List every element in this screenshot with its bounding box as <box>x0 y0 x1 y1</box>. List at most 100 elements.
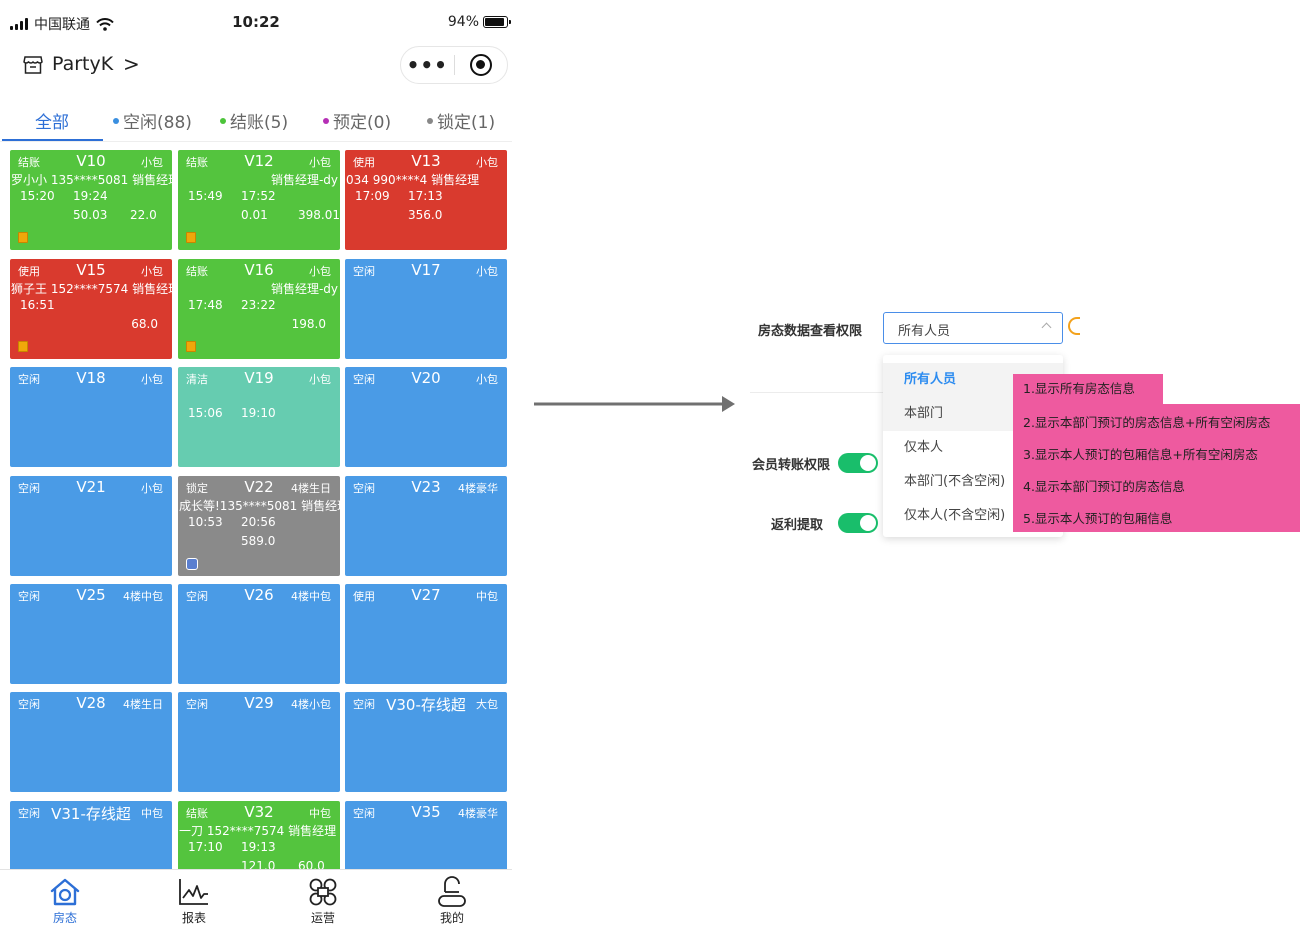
rebate-withdraw-toggle[interactable] <box>838 513 878 533</box>
room-card[interactable]: 空闲 V21 小包 <box>10 476 172 576</box>
tabbar-item-operations[interactable]: 运营 <box>288 876 358 926</box>
room-card[interactable]: 使用 V15 小包 狮子王 152****7574 销售经理 16:51 68.0 <box>10 259 172 359</box>
tab-checkout[interactable]: 结账(5) <box>220 108 288 133</box>
room-amount: 50.03 <box>73 208 108 222</box>
chart-icon <box>179 879 208 905</box>
basket-icon <box>186 558 198 570</box>
room-type: 小包 <box>476 373 498 386</box>
room-card[interactable]: 空闲 V31-存线超 中包 <box>10 801 172 869</box>
more-icon[interactable]: ••• <box>406 53 448 77</box>
status-bar: 中国联通 10:22 94% <box>0 0 512 44</box>
close-target-icon[interactable] <box>454 54 507 76</box>
room-start-time: 17:48 <box>188 298 223 312</box>
room-end-time: 17:13 <box>408 189 443 203</box>
room-amount-total: 198.0 <box>291 317 326 331</box>
help-icon[interactable] <box>1068 317 1080 335</box>
room-type: 4楼生日 <box>291 482 331 495</box>
clock: 10:22 <box>232 13 280 31</box>
option-self-only[interactable]: 仅本人 <box>904 440 944 455</box>
room-name: V13 <box>411 152 441 170</box>
room-card[interactable]: 清洁 V19 小包 15:06 19:10 <box>178 367 340 467</box>
room-card[interactable]: 空闲 V20 小包 <box>345 367 507 467</box>
tabbar-item-reports[interactable]: 报表 <box>159 876 229 926</box>
tab-locked[interactable]: 锁定(1) <box>427 108 495 133</box>
room-card[interactable]: 结账 V12 小包 销售经理-dy 15:49 17:52 0.01 398.01 <box>178 150 340 250</box>
store-name[interactable]: PartyK <box>52 53 114 75</box>
room-start-time: 10:53 <box>188 515 223 529</box>
room-card[interactable]: 结账 V32 中包 一刀 152****7574 销售经理 17:10 19:13 121.… <box>178 801 340 869</box>
room-end-time: 19:13 <box>241 840 276 854</box>
room-status: 空闲 <box>353 482 375 495</box>
room-start-time: 16:51 <box>20 298 55 312</box>
room-status: 空闲 <box>186 698 208 711</box>
room-amount-2: 398.01 <box>298 208 340 222</box>
room-type: 小包 <box>309 156 331 169</box>
wifi-icon <box>96 17 114 31</box>
battery-icon <box>483 16 511 28</box>
room-status: 使用 <box>353 590 375 603</box>
tabbar-item-room-status[interactable]: 房态 <box>30 876 100 926</box>
user-icon <box>438 876 466 907</box>
room-card[interactable]: 空闲 V35 4楼豪华 <box>345 801 507 869</box>
room-card[interactable]: 空闲 V28 4楼生日 <box>10 692 172 792</box>
room-name: V28 <box>76 694 106 712</box>
room-status: 空闲 <box>18 590 40 603</box>
room-name: V16 <box>244 261 274 279</box>
tab-label: 空闲(88) <box>123 113 192 133</box>
transfer-permission-toggle[interactable] <box>838 453 878 473</box>
dot-icon <box>427 118 433 124</box>
room-type: 小包 <box>141 482 163 495</box>
option-self-no-idle[interactable]: 仅本人(不含空闲) <box>904 508 1006 523</box>
option-department-no-idle[interactable]: 本部门(不含空闲) <box>904 474 1006 489</box>
note-4: 4.显示本部门预订的房态信息 <box>1023 479 1185 494</box>
room-guest-info: 成长等!135****5081 销售经理 <box>179 499 340 513</box>
room-type: 4楼中包 <box>123 590 163 603</box>
room-card[interactable]: 空闲 V29 4楼小包 <box>178 692 340 792</box>
room-type: 中包 <box>141 807 163 820</box>
room-name: V20 <box>411 369 441 387</box>
room-end-time: 20:56 <box>241 515 276 529</box>
room-start-time: 15:06 <box>188 406 223 420</box>
bill-icon <box>18 232 28 243</box>
tab-reserved[interactable]: 预定(0) <box>323 108 391 133</box>
room-card[interactable]: 空闲 V18 小包 <box>10 367 172 467</box>
room-name: V26 <box>244 586 274 604</box>
room-card[interactable]: 使用 V27 中包 <box>345 584 507 684</box>
room-card[interactable]: 空闲 V30-存线超 大包 <box>345 692 507 792</box>
room-card[interactable]: 空闲 V23 4楼豪华 <box>345 476 507 576</box>
room-type: 中包 <box>476 590 498 603</box>
shop-icon[interactable] <box>22 54 44 76</box>
room-status: 锁定 <box>186 482 208 495</box>
room-amount-total: 68.0 <box>131 317 158 331</box>
rebate-withdraw-label: 返利提取 <box>771 518 824 533</box>
carrier-name: 中国联通 <box>34 17 90 33</box>
room-name: V23 <box>411 478 441 496</box>
room-card[interactable]: 使用 V13 小包 034 990****4 销售经理 17:09 17:13 356.0 <box>345 150 507 250</box>
room-name: V10 <box>76 152 106 170</box>
room-name: V12 <box>244 152 274 170</box>
select-value: 所有人员 <box>898 324 951 339</box>
room-status: 空闲 <box>353 265 375 278</box>
tab-all[interactable]: 全部 <box>35 108 69 133</box>
tabbar-item-mine[interactable]: 我的 <box>417 876 487 926</box>
room-status: 空闲 <box>18 807 40 820</box>
room-card[interactable]: 空闲 V25 4楼中包 <box>10 584 172 684</box>
tab-idle[interactable]: 空闲(88) <box>113 108 192 133</box>
room-name: V30-存线超 <box>386 696 466 714</box>
chevron-right-icon[interactable]: > <box>123 52 140 76</box>
room-end-time: 19:10 <box>241 406 276 420</box>
room-start-time: 17:09 <box>355 189 390 203</box>
room-name: V21 <box>76 478 106 496</box>
room-card[interactable]: 结账 V10 小包 罗小小 135****5081 销售经理 15:20 19:24 50.… <box>10 150 172 250</box>
room-card[interactable]: 锁定 V22 4楼生日 成长等!135****5081 销售经理 10:53 20:56 5… <box>178 476 340 576</box>
room-card[interactable]: 空闲 V26 4楼中包 <box>178 584 340 684</box>
room-name: V19 <box>244 369 274 387</box>
room-view-permission-select[interactable]: 所有人员 <box>883 312 1063 344</box>
room-card[interactable]: 空闲 V17 小包 <box>345 259 507 359</box>
bill-icon <box>186 232 196 243</box>
room-amount: 121.0 <box>241 859 276 869</box>
room-status: 结账 <box>18 156 40 169</box>
room-type: 4楼小包 <box>291 698 331 711</box>
room-status: 使用 <box>353 156 375 169</box>
room-card[interactable]: 结账 V16 小包 销售经理-dy 17:48 23:22 198.0 <box>178 259 340 359</box>
